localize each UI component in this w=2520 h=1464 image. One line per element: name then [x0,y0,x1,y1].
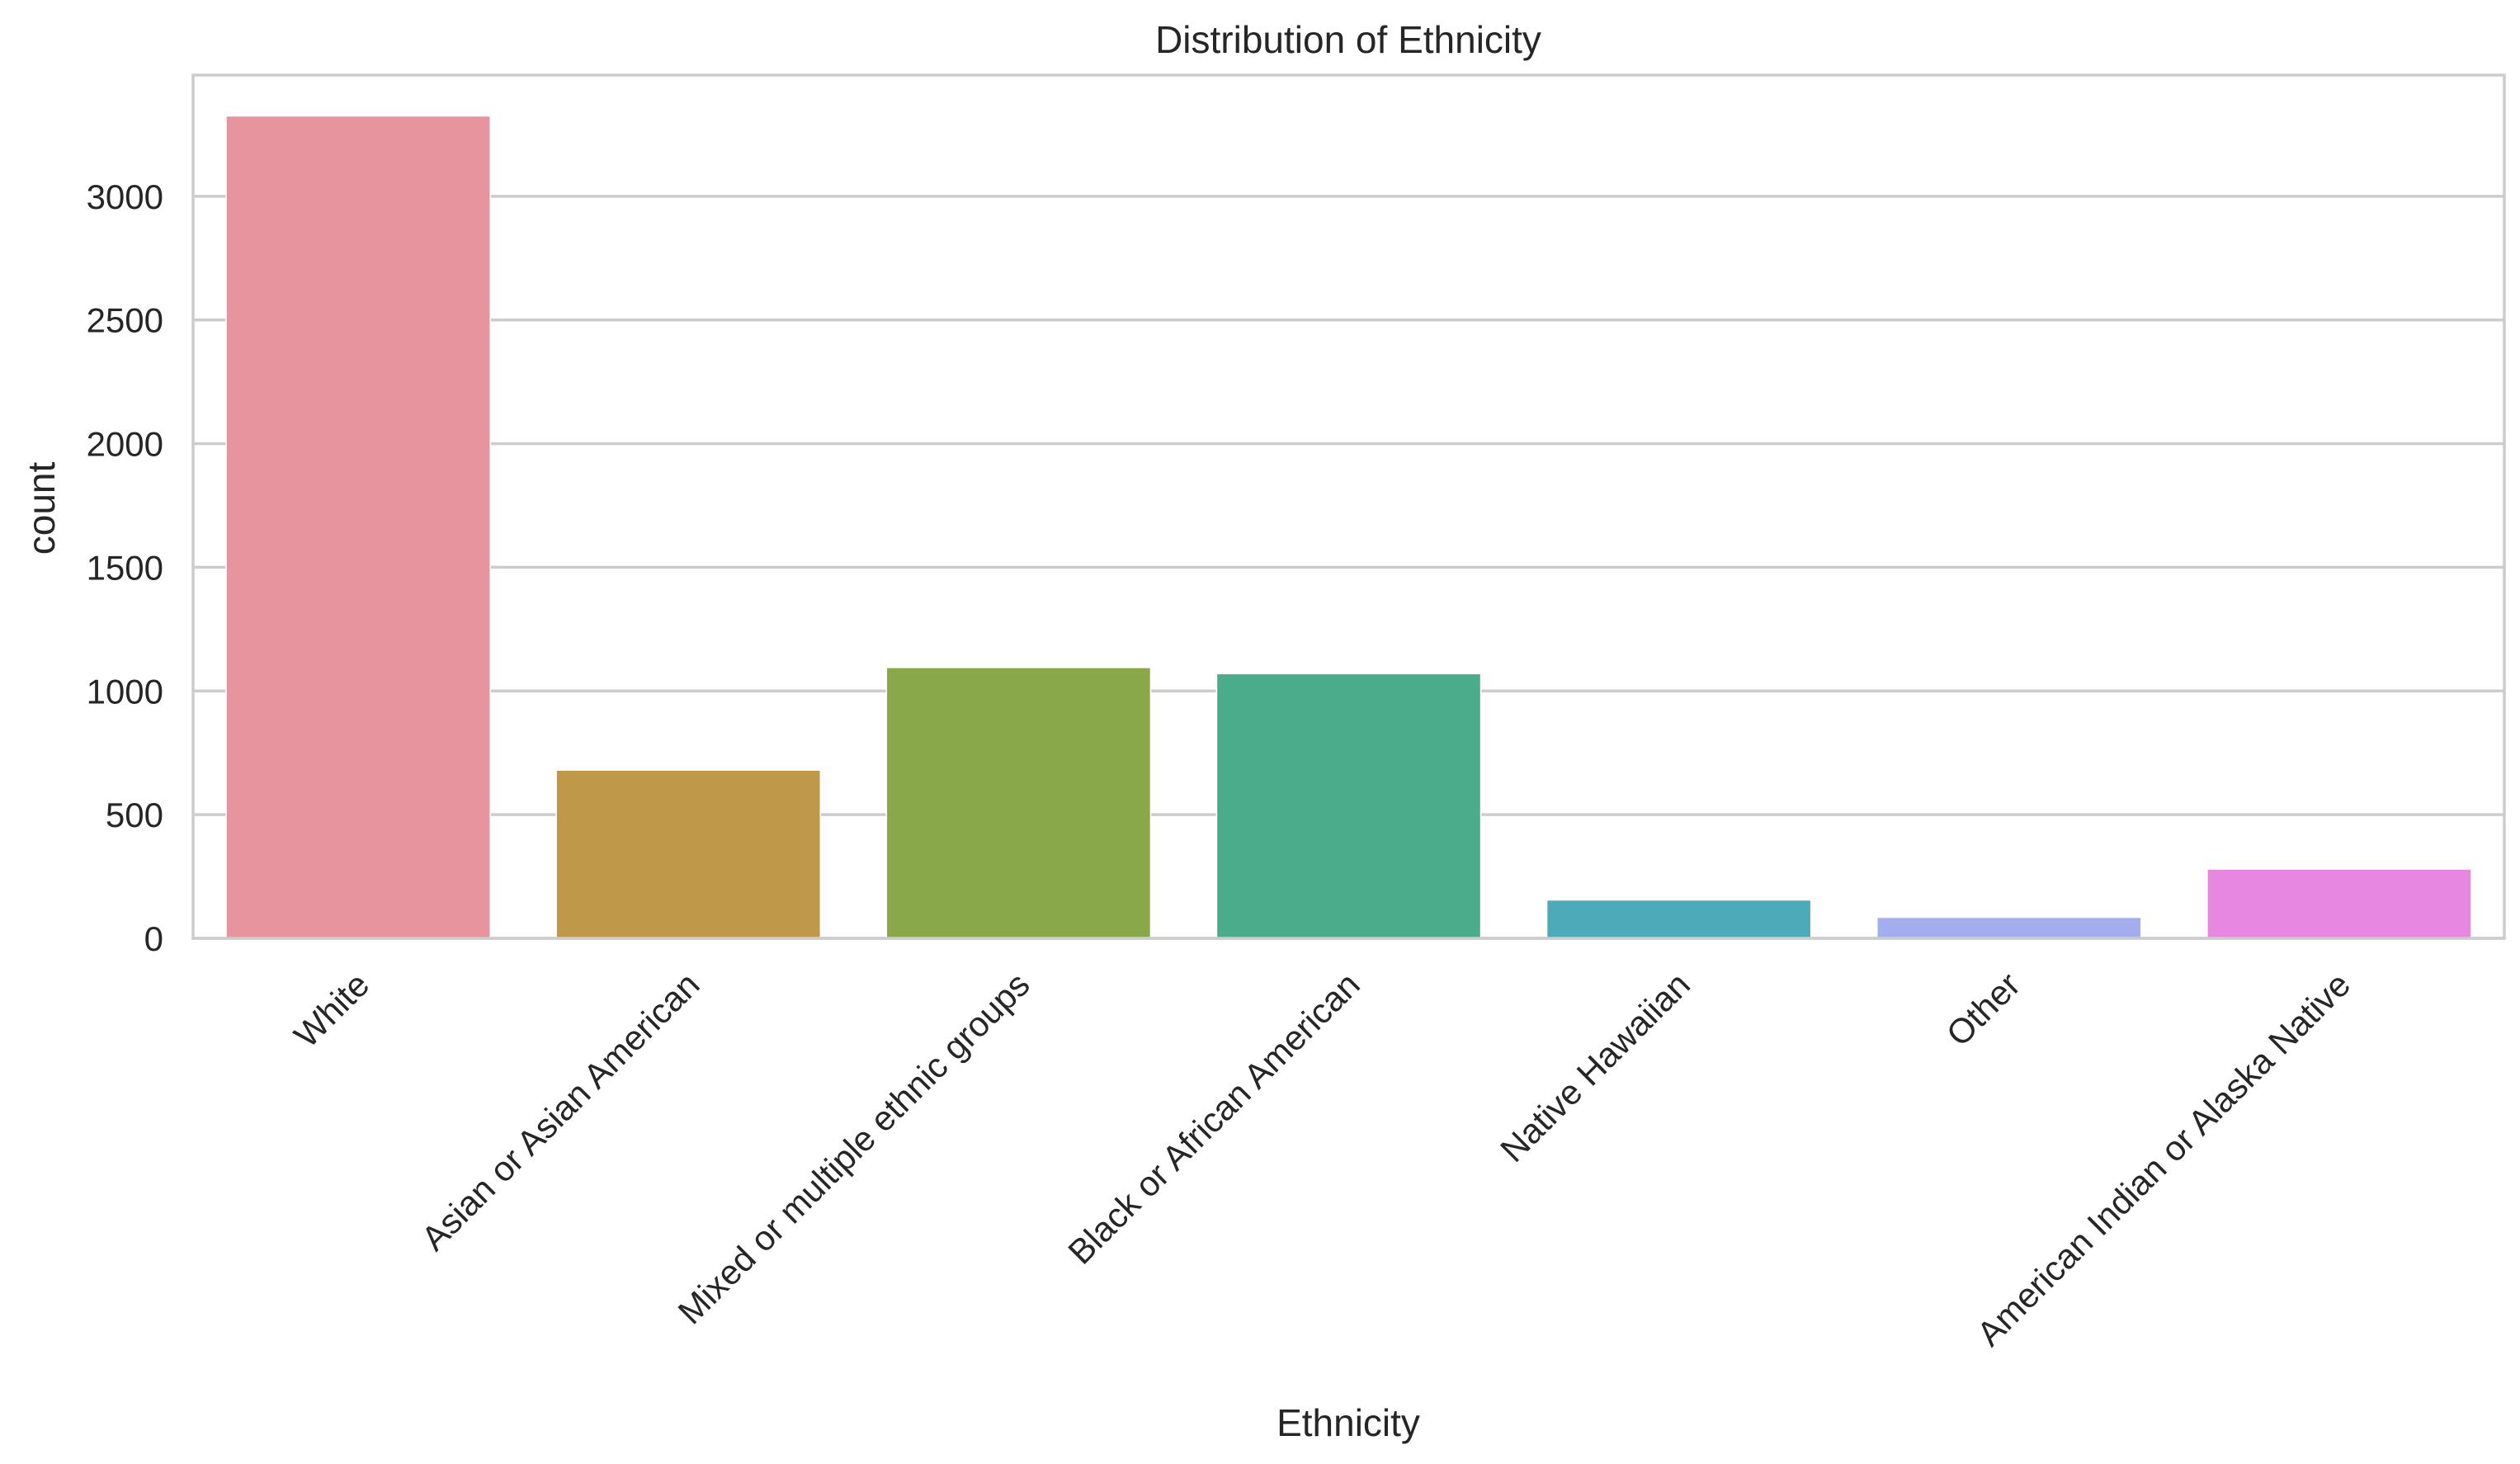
bar [1215,673,1482,939]
bar [1876,916,2142,939]
y-tick-label: 1000 [87,672,163,711]
bar [885,667,1152,939]
y-tick-labels: 0 500 1000 1500 2000 2500 3000 [87,177,163,958]
x-tick-label: White [286,965,376,1055]
y-tick-label: 500 [106,796,163,834]
bar [2206,868,2472,939]
x-tick-label: Other [1939,965,2028,1054]
y-tick-label: 1500 [87,548,163,587]
bars [225,115,2472,939]
x-tick-label: American Indian or Alaska Native [1970,965,2358,1353]
x-axis-label: Ethnicity [1277,1401,1420,1444]
y-tick-label: 2000 [87,425,163,464]
x-tick-label: Native Hawaiian [1493,965,1697,1169]
plot-frame [191,73,2506,940]
y-tick-label: 2500 [87,301,163,340]
x-tick-label: Mixed or multiple ethnic groups [670,965,1036,1331]
bar [1546,899,1812,939]
chart-title: Distribution of Ethnicity [1155,18,1541,61]
bar [555,769,822,939]
x-tick-label: Asian or Asian American [413,965,706,1258]
y-tick-label: 0 [144,919,163,958]
x-tick-label: Black or African American [1060,965,1367,1272]
y-axis-label: count [20,462,63,555]
bar [225,115,491,939]
y-tick-label: 3000 [87,177,163,216]
